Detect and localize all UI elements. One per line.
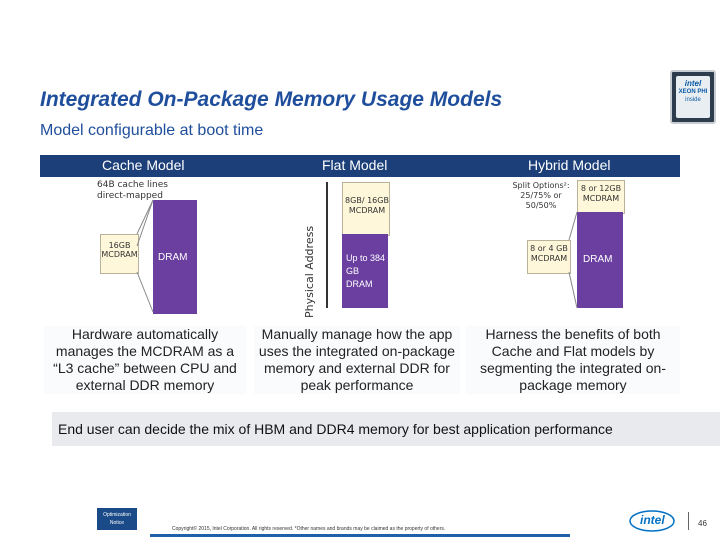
- hybrid-mcdram-flat-label: 8 or 12GB MCDRAM: [580, 184, 622, 203]
- end-user-statement: End user can decide the mix of HBM and D…: [58, 421, 613, 437]
- intel-logo-text: intel: [640, 513, 665, 527]
- flat-model-description: Manually manage how the app uses the int…: [254, 326, 460, 394]
- logo-separator: [688, 512, 689, 530]
- end-user-band: [52, 412, 720, 446]
- hybrid-split-options: Split Options²: 25/75% or 50/50%: [512, 181, 570, 210]
- cache-mcdram-label: 16GB MCDRAM: [101, 241, 138, 259]
- hybrid-dram-block: [577, 212, 623, 308]
- cache-dram-label: DRAM: [158, 252, 188, 263]
- hybrid-mcdram-cache-block: [527, 240, 571, 274]
- flat-dram-label: Up to 384 GB DRAM: [346, 253, 386, 289]
- flat-mcdram-label: 8GB/ 16GB MCDRAM: [345, 196, 389, 215]
- badge-line1: XEON PHI: [678, 89, 708, 95]
- column-header-bar: [40, 155, 680, 177]
- slide-title: Integrated On-Package Memory Usage Model…: [40, 88, 503, 111]
- copyright-text: Copyright© 2015, Intel Corporation. All …: [172, 526, 446, 532]
- cache-dram-block: [153, 200, 197, 314]
- badge-brand: intel: [684, 79, 702, 88]
- flat-dram-block: [342, 234, 388, 308]
- xeon-phi-badge-icon: intel XEON PHI inside: [670, 70, 716, 124]
- cache-mapping-arrows: [136, 199, 154, 313]
- slide-subtitle: Model configurable at boot time: [40, 122, 264, 139]
- page-number: 46: [698, 519, 707, 528]
- footer-rule: [150, 534, 570, 537]
- header-flat-model: Flat Model: [322, 157, 388, 173]
- hybrid-mcdram-flat-block: [577, 180, 625, 214]
- cache-mcdram-block: [100, 234, 139, 274]
- header-cache-model: Cache Model: [102, 157, 185, 173]
- hybrid-model-description: Harness the benefits of both Cache and F…: [466, 326, 680, 394]
- intel-logo-icon: intel: [628, 508, 678, 534]
- hybrid-mcdram-cache-label: 8 or 4 GB MCDRAM: [530, 244, 568, 263]
- hybrid-mapping-arrows: [568, 211, 578, 309]
- hybrid-dram-label: DRAM: [583, 254, 613, 265]
- optimization-notice-button[interactable]: Optimization Notice: [97, 508, 137, 530]
- badge-line2: inside: [685, 97, 701, 103]
- physical-address-label: Physical Address: [303, 225, 316, 318]
- cache-model-description: Hardware automatically manages the MCDRA…: [44, 326, 246, 394]
- flat-mcdram-block: [342, 182, 390, 236]
- header-hybrid-model: Hybrid Model: [528, 157, 611, 173]
- cache-line-note: 64B cache lines direct-mapped: [97, 180, 168, 201]
- physical-address-line: [326, 182, 328, 308]
